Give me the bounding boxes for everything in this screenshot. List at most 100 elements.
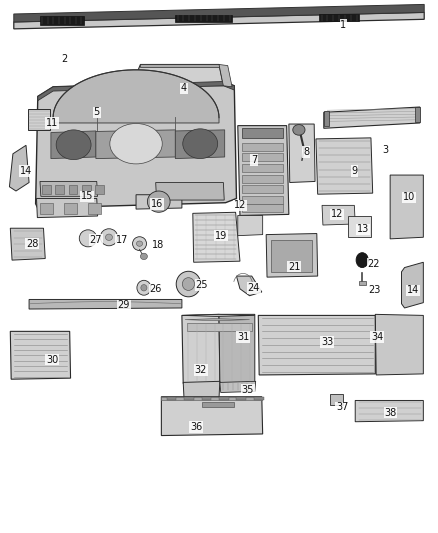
Polygon shape [183,381,220,399]
Text: 36: 36 [190,422,202,432]
Bar [88,203,101,214]
Polygon shape [132,64,223,86]
Polygon shape [182,314,220,383]
Ellipse shape [56,130,91,160]
Polygon shape [10,146,29,191]
Bar [219,397,229,400]
Text: 22: 22 [368,259,380,269]
Ellipse shape [106,234,113,240]
Polygon shape [316,138,373,194]
Text: 10: 10 [403,192,415,203]
Text: 4: 4 [181,83,187,93]
Text: 12: 12 [234,200,246,211]
Bar [242,143,283,151]
Polygon shape [402,262,424,308]
Text: 34: 34 [371,332,383,342]
Bar [242,128,283,138]
Bar [272,240,311,272]
Polygon shape [238,215,263,236]
Text: 31: 31 [237,332,249,342]
Bar [55,184,64,194]
Text: 18: 18 [152,240,164,250]
Text: 23: 23 [368,286,380,295]
Bar [166,397,176,400]
Text: 11: 11 [46,118,58,128]
Ellipse shape [137,280,151,295]
Polygon shape [266,233,318,277]
Polygon shape [161,397,262,400]
Polygon shape [96,130,175,159]
Polygon shape [238,126,289,215]
Polygon shape [14,4,424,22]
Polygon shape [161,397,263,435]
Bar [40,203,53,214]
Text: 2: 2 [61,54,67,64]
Bar [242,174,283,182]
Ellipse shape [137,241,143,246]
Text: 29: 29 [118,300,130,310]
Ellipse shape [100,229,118,246]
Ellipse shape [141,285,147,291]
Bar [69,184,78,194]
Text: 33: 33 [321,337,333,347]
Text: 25: 25 [195,280,208,290]
Text: 19: 19 [215,231,227,241]
Polygon shape [155,182,224,200]
Bar [348,216,371,237]
Text: 7: 7 [251,155,257,165]
Ellipse shape [148,191,170,212]
Bar [242,154,283,161]
Bar [415,107,420,122]
Bar [95,184,104,194]
Bar [184,397,194,400]
Bar [237,397,246,400]
Bar [40,16,84,25]
Bar [319,14,359,21]
Text: 37: 37 [336,402,348,413]
Text: 1: 1 [340,20,346,30]
Text: 5: 5 [94,107,100,117]
Polygon shape [11,332,71,379]
Text: 12: 12 [331,209,343,220]
Polygon shape [175,130,225,159]
Bar [187,323,252,332]
Polygon shape [29,300,182,309]
Ellipse shape [110,124,162,164]
Polygon shape [35,82,237,208]
Text: 27: 27 [90,235,102,245]
Polygon shape [36,198,98,217]
Text: 26: 26 [149,285,162,294]
Polygon shape [390,175,424,239]
Ellipse shape [356,253,368,268]
Bar [28,109,50,131]
Ellipse shape [141,253,148,260]
Text: 24: 24 [248,283,260,293]
Bar [82,184,91,194]
Polygon shape [14,12,424,29]
Bar [242,185,283,193]
Text: 35: 35 [242,385,254,395]
Bar [201,397,211,400]
Polygon shape [375,314,424,375]
Polygon shape [185,319,250,321]
Polygon shape [182,314,255,317]
Ellipse shape [176,271,201,297]
Polygon shape [220,381,256,392]
Polygon shape [141,64,219,67]
Polygon shape [355,400,424,422]
Text: 21: 21 [288,262,300,271]
Text: 14: 14 [20,166,32,176]
Polygon shape [219,314,255,383]
Polygon shape [219,64,232,87]
Polygon shape [40,181,98,196]
Bar [202,402,234,407]
Bar [242,204,283,212]
Text: 8: 8 [303,147,309,157]
Ellipse shape [293,125,305,135]
Polygon shape [53,70,219,123]
Polygon shape [237,276,262,296]
Text: 38: 38 [385,408,397,418]
Text: 3: 3 [382,144,388,155]
Polygon shape [258,316,375,375]
Polygon shape [324,107,420,128]
